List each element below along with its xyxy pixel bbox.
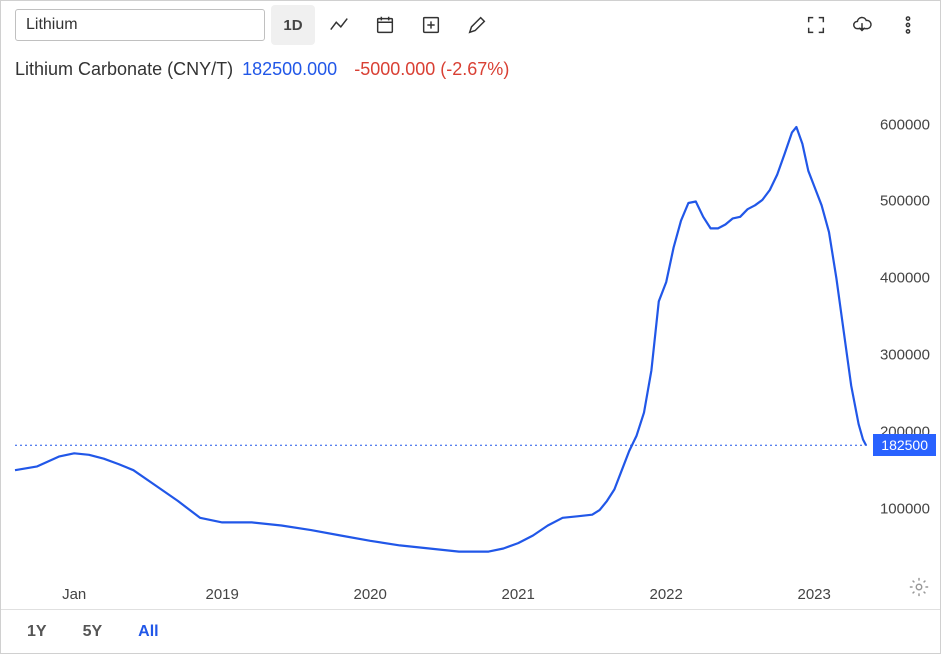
- cloud-download-icon: [851, 14, 873, 36]
- range-all-button[interactable]: All: [132, 619, 164, 645]
- search-input[interactable]: [15, 9, 265, 41]
- gear-icon: [908, 576, 930, 598]
- fullscreen-icon: [805, 14, 827, 36]
- price-chart: [1, 84, 940, 609]
- pencil-icon: [466, 14, 488, 36]
- period-label: 1D: [283, 17, 302, 34]
- instrument-name: Lithium Carbonate (CNY/T): [15, 59, 233, 79]
- y-axis-label: 300000: [880, 347, 930, 364]
- download-button[interactable]: [840, 5, 884, 45]
- y-axis-label: 400000: [880, 270, 930, 287]
- range-1y-button[interactable]: 1Y: [21, 619, 53, 645]
- current-value-badge: 182500: [873, 434, 936, 456]
- chart-settings-button[interactable]: [908, 576, 930, 603]
- range-5y-button[interactable]: 5Y: [77, 619, 109, 645]
- chart-area[interactable]: 100000200000300000400000500000600000Jan2…: [1, 84, 940, 609]
- x-axis-label: 2021: [502, 586, 535, 603]
- x-axis-label: 2020: [354, 586, 387, 603]
- y-axis-label: 500000: [880, 193, 930, 210]
- x-axis-label: 2022: [650, 586, 683, 603]
- x-axis-label: 2019: [206, 586, 239, 603]
- range-bar: 1Y 5Y All: [1, 609, 940, 653]
- period-1d-button[interactable]: 1D: [271, 5, 315, 45]
- calendar-icon: [374, 14, 396, 36]
- app-container: 1D Lithium Carbonate (CNY/T) 182500.000 …: [0, 0, 941, 654]
- date-range-button[interactable]: [363, 5, 407, 45]
- instrument-price: 182500.000: [242, 59, 337, 79]
- x-axis-label: 2023: [798, 586, 831, 603]
- line-chart-icon: [328, 14, 350, 36]
- info-row: Lithium Carbonate (CNY/T) 182500.000 -50…: [1, 49, 940, 84]
- y-axis-label: 600000: [880, 116, 930, 133]
- chart-type-button[interactable]: [317, 5, 361, 45]
- edit-button[interactable]: [455, 5, 499, 45]
- search-wrap: [11, 5, 269, 45]
- more-button[interactable]: [886, 5, 930, 45]
- instrument-change: -5000.000 (-2.67%): [354, 59, 509, 79]
- compare-button[interactable]: [409, 5, 453, 45]
- toolbar: 1D: [1, 1, 940, 49]
- y-axis-label: 100000: [880, 500, 930, 517]
- plus-square-icon: [420, 14, 442, 36]
- x-axis-label: Jan: [62, 586, 86, 603]
- more-vertical-icon: [897, 14, 919, 36]
- fullscreen-button[interactable]: [794, 5, 838, 45]
